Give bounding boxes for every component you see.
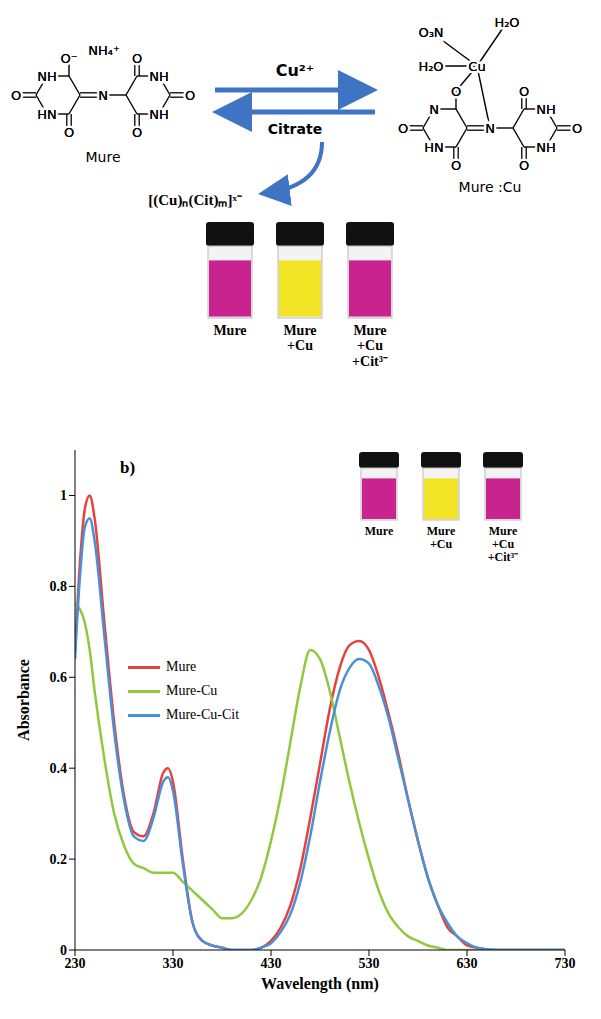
- svg-text:NH₄⁺: NH₄⁺: [88, 43, 120, 58]
- svg-text:HN: HN: [37, 107, 57, 122]
- svg-text:H₂O: H₂O: [494, 15, 519, 30]
- html-text:+Cu: +Cu: [429, 537, 453, 552]
- svg-text:O: O: [519, 158, 529, 173]
- svg-text:Mure: Mure: [85, 149, 120, 165]
- svg-text:O: O: [451, 158, 461, 173]
- html-text:+Cit³⁻: +Cit³⁻: [352, 353, 388, 369]
- svg-text:H₂O: H₂O: [418, 59, 443, 74]
- html-text:Mure: Mure: [364, 524, 394, 538]
- svg-text:[(Cu)ₙ(Cit)ₘ]ˣ⁻: [(Cu)ₙ(Cit)ₘ]ˣ⁻: [148, 192, 241, 209]
- svg-text:NH: NH: [536, 140, 556, 155]
- svg-text:O₃N: O₃N: [418, 25, 443, 40]
- svg-text:0.6: 0.6: [50, 670, 68, 685]
- svg-text:O: O: [132, 51, 142, 66]
- svg-text:H₂O: H₂O: [418, 59, 443, 74]
- svg-text:NH: NH: [149, 107, 169, 122]
- svg-text:O: O: [185, 88, 195, 103]
- html-text:b): b): [120, 458, 136, 477]
- svg-text:Cu²⁺: Cu²⁺: [276, 61, 315, 80]
- html-text:Wavelength (nm): Wavelength (nm): [261, 975, 379, 992]
- svg-text:530: 530: [359, 956, 380, 971]
- svg-text:630: 630: [457, 956, 478, 971]
- svg-text:O: O: [64, 125, 74, 140]
- svg-text:N: N: [98, 88, 108, 103]
- svg-text:N: N: [98, 88, 108, 103]
- html-text:Mure-Cu: Mure-Cu: [166, 683, 218, 698]
- html-text:Mure: Mure: [166, 659, 197, 674]
- svg-text:HN: HN: [37, 107, 57, 122]
- svg-text:O: O: [519, 84, 529, 99]
- svg-text:O: O: [572, 121, 582, 136]
- svg-text:N: N: [429, 102, 439, 117]
- html-text:+Cu: +Cu: [287, 338, 313, 354]
- svg-text:O: O: [64, 125, 74, 140]
- svg-text:NH: NH: [37, 69, 57, 84]
- svg-text:1: 1: [60, 488, 67, 503]
- svg-text:0.8: 0.8: [50, 579, 68, 594]
- svg-text:NH₄⁺: NH₄⁺: [88, 43, 120, 58]
- svg-text:HN: HN: [424, 140, 444, 155]
- svg-text:230: 230: [65, 956, 86, 971]
- svg-text:O: O: [398, 121, 408, 136]
- svg-text:O: O: [572, 121, 582, 136]
- svg-text:0.4: 0.4: [50, 761, 68, 776]
- svg-text:O: O: [185, 88, 195, 103]
- svg-text:0: 0: [60, 943, 67, 958]
- svg-text:0.2: 0.2: [50, 852, 68, 867]
- svg-text:HN: HN: [424, 140, 444, 155]
- svg-text:NH: NH: [536, 140, 556, 155]
- svg-text:430: 430: [261, 956, 282, 971]
- svg-text:N: N: [485, 121, 495, 136]
- svg-text:H₂O: H₂O: [494, 15, 519, 30]
- svg-text:Citrate: Citrate: [268, 121, 322, 137]
- svg-text:N: N: [485, 121, 495, 136]
- svg-text:O₃N: O₃N: [418, 25, 443, 40]
- html-text:+Cit³⁻: +Cit³⁻: [487, 550, 519, 565]
- html-text:Mure: Mure: [283, 323, 317, 338]
- svg-text:O: O: [132, 51, 142, 66]
- svg-text:O⁻: O⁻: [60, 51, 77, 66]
- html-text:Mure: Mure: [488, 524, 518, 538]
- svg-text:O: O: [451, 158, 461, 173]
- svg-text:730: 730: [555, 956, 576, 971]
- svg-text:O: O: [519, 158, 529, 173]
- svg-text:O: O: [11, 88, 21, 103]
- html-text:+Cu: +Cu: [357, 338, 383, 354]
- svg-text:NH: NH: [149, 69, 169, 84]
- svg-text:NH: NH: [536, 102, 556, 117]
- svg-text:Cu: Cu: [468, 59, 485, 74]
- svg-text:N: N: [429, 102, 439, 117]
- svg-text:O: O: [132, 125, 142, 140]
- html-text:Mure: Mure: [426, 524, 456, 538]
- svg-text:O: O: [451, 84, 461, 99]
- html-text:Absorbance: Absorbance: [15, 659, 32, 741]
- svg-text:NH: NH: [149, 69, 169, 84]
- svg-text:330: 330: [163, 956, 184, 971]
- svg-text:Mure :Cu: Mure :Cu: [459, 179, 522, 195]
- html-text:Mure: Mure: [353, 323, 387, 338]
- svg-text:Cu: Cu: [468, 59, 485, 74]
- svg-text:O: O: [11, 88, 21, 103]
- html-text:+Cu: +Cu: [491, 537, 515, 552]
- svg-text:NH: NH: [37, 69, 57, 84]
- svg-text:O: O: [398, 121, 408, 136]
- svg-text:NH: NH: [149, 107, 169, 122]
- svg-text:O: O: [519, 84, 529, 99]
- html-text:Mure: Mure: [213, 323, 247, 338]
- svg-text:O: O: [451, 84, 461, 99]
- svg-text:NH: NH: [536, 102, 556, 117]
- svg-text:O: O: [132, 125, 142, 140]
- svg-text:O⁻: O⁻: [60, 51, 77, 66]
- html-text:Mure-Cu-Cit: Mure-Cu-Cit: [166, 707, 240, 722]
